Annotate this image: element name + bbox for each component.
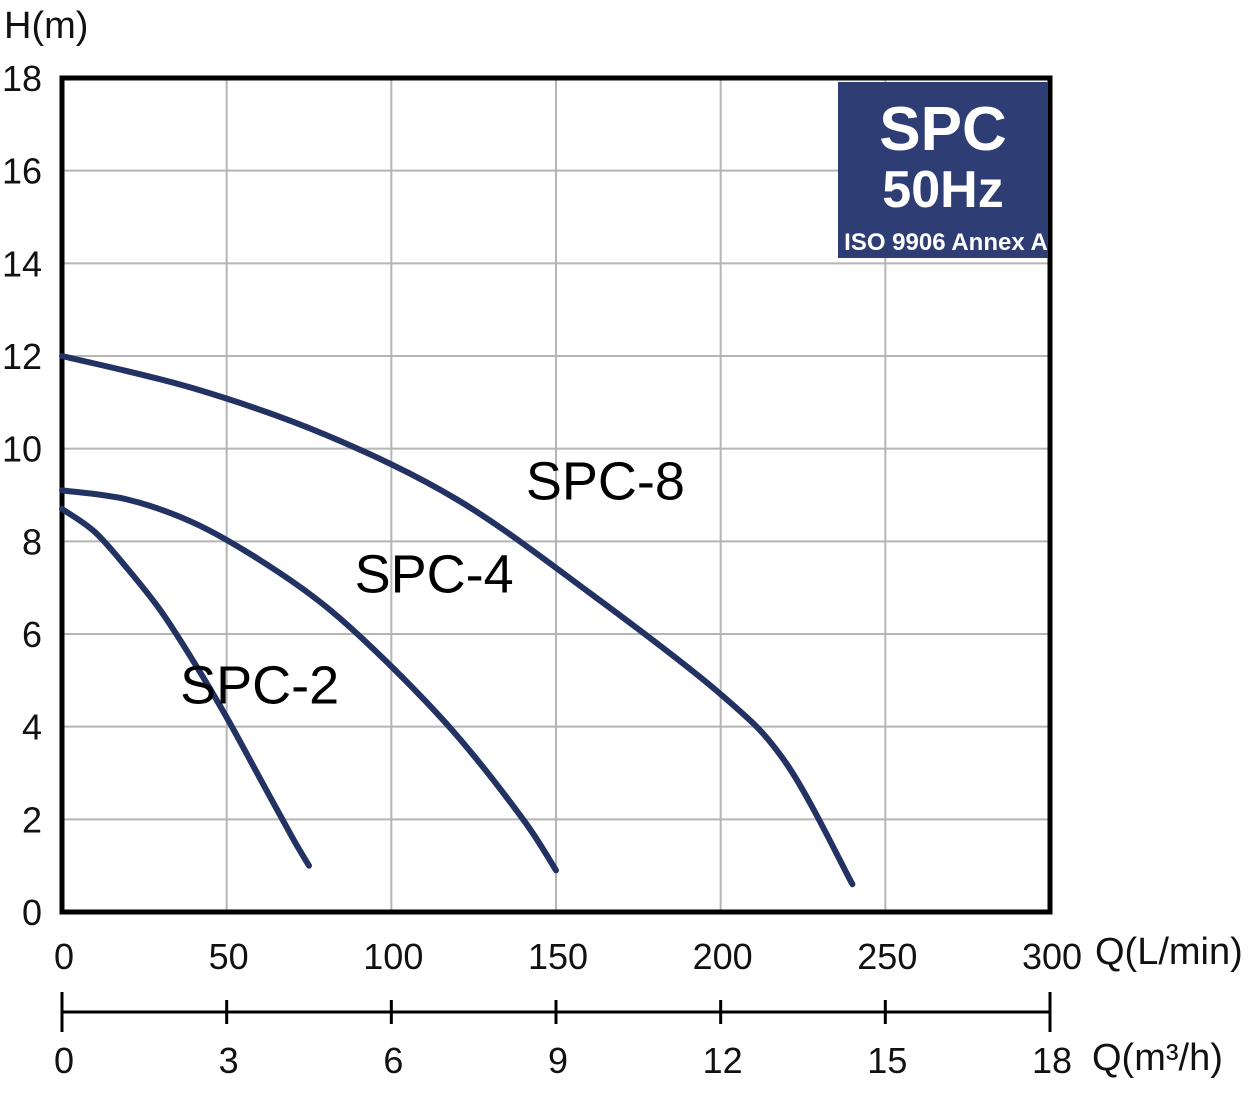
x-secondary-tick-label: 9 [548, 1040, 568, 1081]
y-tick-label: 6 [22, 614, 42, 655]
y-tick-label: 4 [22, 707, 42, 748]
x-axis-secondary-title: Q(m³/h) [1092, 1037, 1223, 1079]
x-secondary-tick-label: 3 [219, 1040, 239, 1081]
x-tick-label: 0 [54, 936, 74, 977]
y-tick-label: 8 [22, 521, 42, 562]
series-line-spc-8 [59, 353, 856, 888]
x-tick-label: 50 [209, 936, 249, 977]
secondary-x-axis: 0 3 6 9 12 15 18 [54, 992, 1072, 1081]
y-tick-labels: 0 2 4 6 8 10 12 14 16 18 [2, 58, 42, 933]
y-tick-label: 16 [2, 151, 42, 192]
y-tick-label: 12 [2, 336, 42, 377]
badge-standard: ISO 9906 Annex A [844, 229, 1048, 256]
x-tick-labels: 0 50 100 150 200 250 300 [54, 936, 1082, 977]
y-tick-label: 18 [2, 58, 42, 99]
x-tick-label: 250 [857, 936, 917, 977]
y-axis-title: H(m) [4, 5, 88, 47]
series-line-spc-2 [59, 505, 312, 869]
x-tick-label: 200 [693, 936, 753, 977]
y-tick-label: 14 [2, 243, 42, 284]
plot-frame [59, 75, 1053, 915]
x-tick-label: 150 [528, 936, 588, 977]
y-tick-label: 10 [2, 429, 42, 470]
x-secondary-tick-label: 15 [867, 1040, 907, 1081]
series-label-spc-4: SPC-4 [355, 544, 514, 604]
badge-title: SPC [879, 95, 1006, 164]
y-tick-label: 2 [22, 799, 42, 840]
badge-background [838, 82, 1048, 258]
x-axis-title: Q(L/min) [1095, 931, 1243, 973]
x-secondary-tick-label: 6 [383, 1040, 403, 1081]
model-badge: SPC 50Hz ISO 9906 Annex A [838, 82, 1048, 258]
x-secondary-tick-label: 18 [1032, 1040, 1072, 1081]
x-tick-label: 300 [1022, 936, 1082, 977]
series-line-spc-4 [59, 487, 559, 874]
y-tick-label: 0 [22, 892, 42, 933]
series-label-spc-8: SPC-8 [526, 452, 685, 512]
x-tick-label: 100 [363, 936, 423, 977]
x-secondary-tick-label: 12 [703, 1040, 743, 1081]
badge-frequency: 50Hz [882, 161, 1003, 219]
x-secondary-tick-label: 0 [54, 1040, 74, 1081]
series-label-spc-2: SPC-2 [180, 656, 339, 716]
